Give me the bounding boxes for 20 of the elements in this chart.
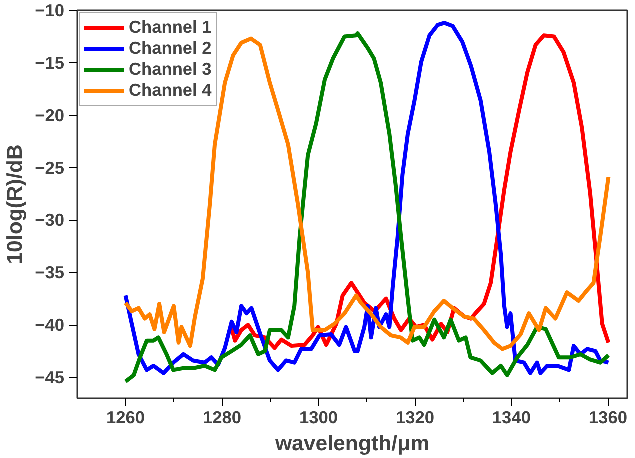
- x-tick-label: 1260: [106, 408, 146, 428]
- legend-label: Channel 4: [129, 80, 212, 101]
- y-tick-label: −40: [35, 315, 65, 336]
- y-tick-label: −20: [35, 105, 65, 126]
- x-tick-label: 1340: [492, 408, 531, 428]
- legend-label: Channel 3: [129, 59, 212, 80]
- y-tick-label: −30: [35, 210, 65, 230]
- x-axis-title: wavelength/μm: [274, 432, 430, 456]
- y-tick-label: −25: [35, 158, 65, 178]
- legend-label: Channel 1: [129, 17, 212, 38]
- x-tick-label: 1360: [588, 408, 628, 428]
- x-tick-label: 1320: [396, 408, 435, 428]
- y-axis-title: 10log(R)/dB: [3, 144, 28, 264]
- y-tick-label: −45: [35, 368, 65, 388]
- y-tick-label: −35: [35, 262, 65, 283]
- x-tick-label: 1300: [299, 408, 338, 428]
- y-tick-label: −10: [35, 0, 65, 20]
- y-tick-label: −15: [35, 52, 65, 73]
- x-tick-label: 1280: [202, 408, 242, 428]
- legend-label: Channel 2: [129, 38, 212, 59]
